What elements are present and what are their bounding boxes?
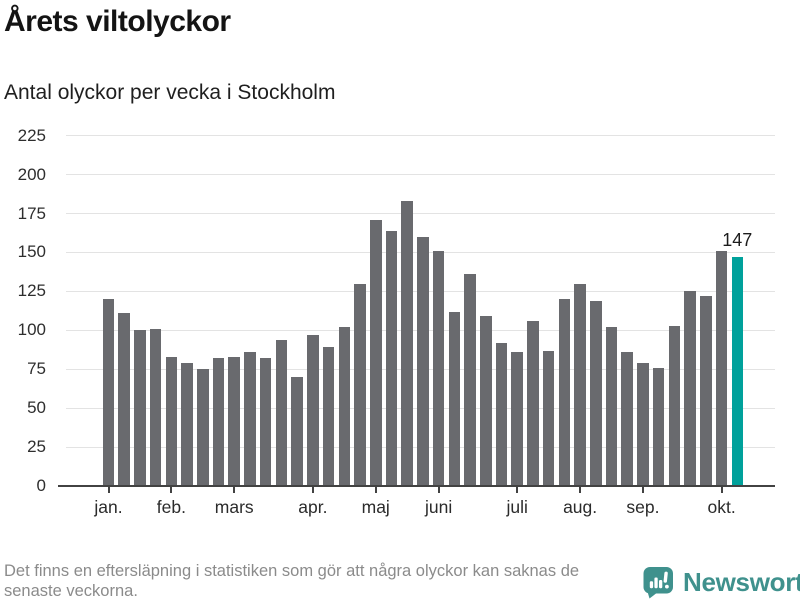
bar-week-1 bbox=[102, 299, 115, 486]
bar-week-33 bbox=[605, 327, 618, 486]
bar-week-24 bbox=[464, 274, 476, 486]
x-tick-sep bbox=[641, 487, 644, 493]
bar-week-23 bbox=[448, 311, 461, 486]
y-tick-label-125: 125 bbox=[17, 281, 46, 301]
x-label-mars: mars bbox=[214, 497, 254, 517]
bar-week-4 bbox=[149, 328, 162, 486]
x-label-feb: feb. bbox=[156, 497, 186, 517]
y-tick-label-225: 225 bbox=[17, 125, 46, 145]
bar-week-16 bbox=[338, 327, 351, 486]
bar-week-34 bbox=[621, 352, 634, 486]
bar-week-39 bbox=[700, 296, 712, 486]
x-label-juni: juni bbox=[424, 497, 453, 517]
bar-week-14 bbox=[307, 334, 319, 486]
bar-week-21 bbox=[417, 236, 429, 486]
x-label-okt: okt. bbox=[707, 497, 736, 517]
bar-week-18 bbox=[369, 219, 382, 486]
x-tick-juni bbox=[437, 487, 440, 493]
footnote-line2: senaste veckorna. bbox=[4, 582, 138, 600]
bar-week-3 bbox=[134, 330, 146, 486]
bar-week-38 bbox=[684, 291, 696, 486]
x-tick-aug bbox=[579, 487, 582, 493]
bar-week-20 bbox=[401, 201, 413, 486]
highlight-value-label: 147 bbox=[722, 230, 753, 251]
bar-week-11 bbox=[259, 358, 272, 486]
bar-week-31 bbox=[574, 283, 586, 486]
gridline-200 bbox=[66, 174, 775, 176]
x-label-maj: maj bbox=[361, 497, 390, 517]
x-label-juli: juli bbox=[506, 497, 528, 517]
brand-name: Newsworthy bbox=[683, 567, 800, 597]
bar-week-40 bbox=[715, 250, 728, 486]
bar-week-5 bbox=[165, 356, 178, 486]
gridline-225 bbox=[66, 135, 775, 137]
bar-week-29 bbox=[542, 350, 555, 486]
x-tick-maj bbox=[374, 487, 377, 493]
y-tick-label-100: 100 bbox=[17, 320, 46, 340]
x-label-sep: sep. bbox=[626, 497, 660, 517]
bar-week-26 bbox=[495, 342, 508, 486]
bar-week-6 bbox=[181, 363, 193, 486]
x-tick-mars bbox=[233, 487, 236, 493]
bar-week-10 bbox=[244, 352, 256, 486]
x-tick-jan bbox=[107, 487, 110, 493]
y-tick-label-50: 50 bbox=[27, 398, 46, 418]
bar-week-28 bbox=[527, 320, 539, 486]
newsworthy-brand: Newsworthy bbox=[643, 566, 800, 599]
y-tick-label-75: 75 bbox=[27, 359, 46, 379]
bar-week-7 bbox=[197, 369, 209, 486]
bar-week-32 bbox=[590, 300, 602, 486]
bar-week-37 bbox=[668, 325, 681, 486]
x-tick-apr bbox=[311, 487, 314, 493]
bar-week-12 bbox=[275, 339, 288, 486]
page-title: Årets viltolyckor bbox=[4, 5, 231, 38]
bar-week-30 bbox=[558, 299, 571, 486]
x-label-jan: jan. bbox=[94, 497, 123, 517]
bar-week-13 bbox=[291, 377, 303, 486]
x-label-aug: aug. bbox=[563, 497, 598, 517]
bar-week-8 bbox=[212, 358, 225, 486]
plot-area bbox=[66, 120, 775, 486]
bar-week-19 bbox=[385, 230, 398, 486]
x-axis-line bbox=[58, 485, 775, 487]
x-label-apr: apr. bbox=[298, 497, 328, 517]
y-tick-label-200: 200 bbox=[17, 164, 46, 184]
chart-subtitle: Antal olyckor per vecka i Stockholm bbox=[4, 81, 336, 104]
y-tick-label-0: 0 bbox=[36, 476, 46, 495]
y-tick-label-25: 25 bbox=[27, 437, 46, 457]
x-tick-juli bbox=[516, 487, 519, 493]
x-tick-okt bbox=[720, 487, 723, 493]
newsworthy-logo-icon bbox=[643, 567, 673, 599]
bar-week-2 bbox=[118, 313, 130, 486]
x-tick-feb bbox=[170, 487, 173, 493]
footnote: Det finns en eftersläpning i statistiken… bbox=[4, 561, 579, 600]
bar-week-9 bbox=[228, 356, 241, 486]
bar-week-27 bbox=[511, 352, 523, 486]
footnote-line1: Det finns en eftersläpning i statistiken… bbox=[4, 562, 580, 580]
bar-week-22 bbox=[432, 250, 445, 486]
y-tick-label-175: 175 bbox=[17, 203, 46, 223]
bar-week-15 bbox=[322, 347, 335, 486]
bar-week-36 bbox=[652, 367, 665, 486]
bar-week-25 bbox=[479, 316, 492, 486]
y-tick-label-150: 150 bbox=[17, 242, 46, 262]
gridline-175 bbox=[66, 213, 775, 215]
bar-week-17 bbox=[354, 283, 366, 486]
bar-week-current bbox=[731, 257, 744, 486]
bar-week-35 bbox=[637, 363, 649, 486]
